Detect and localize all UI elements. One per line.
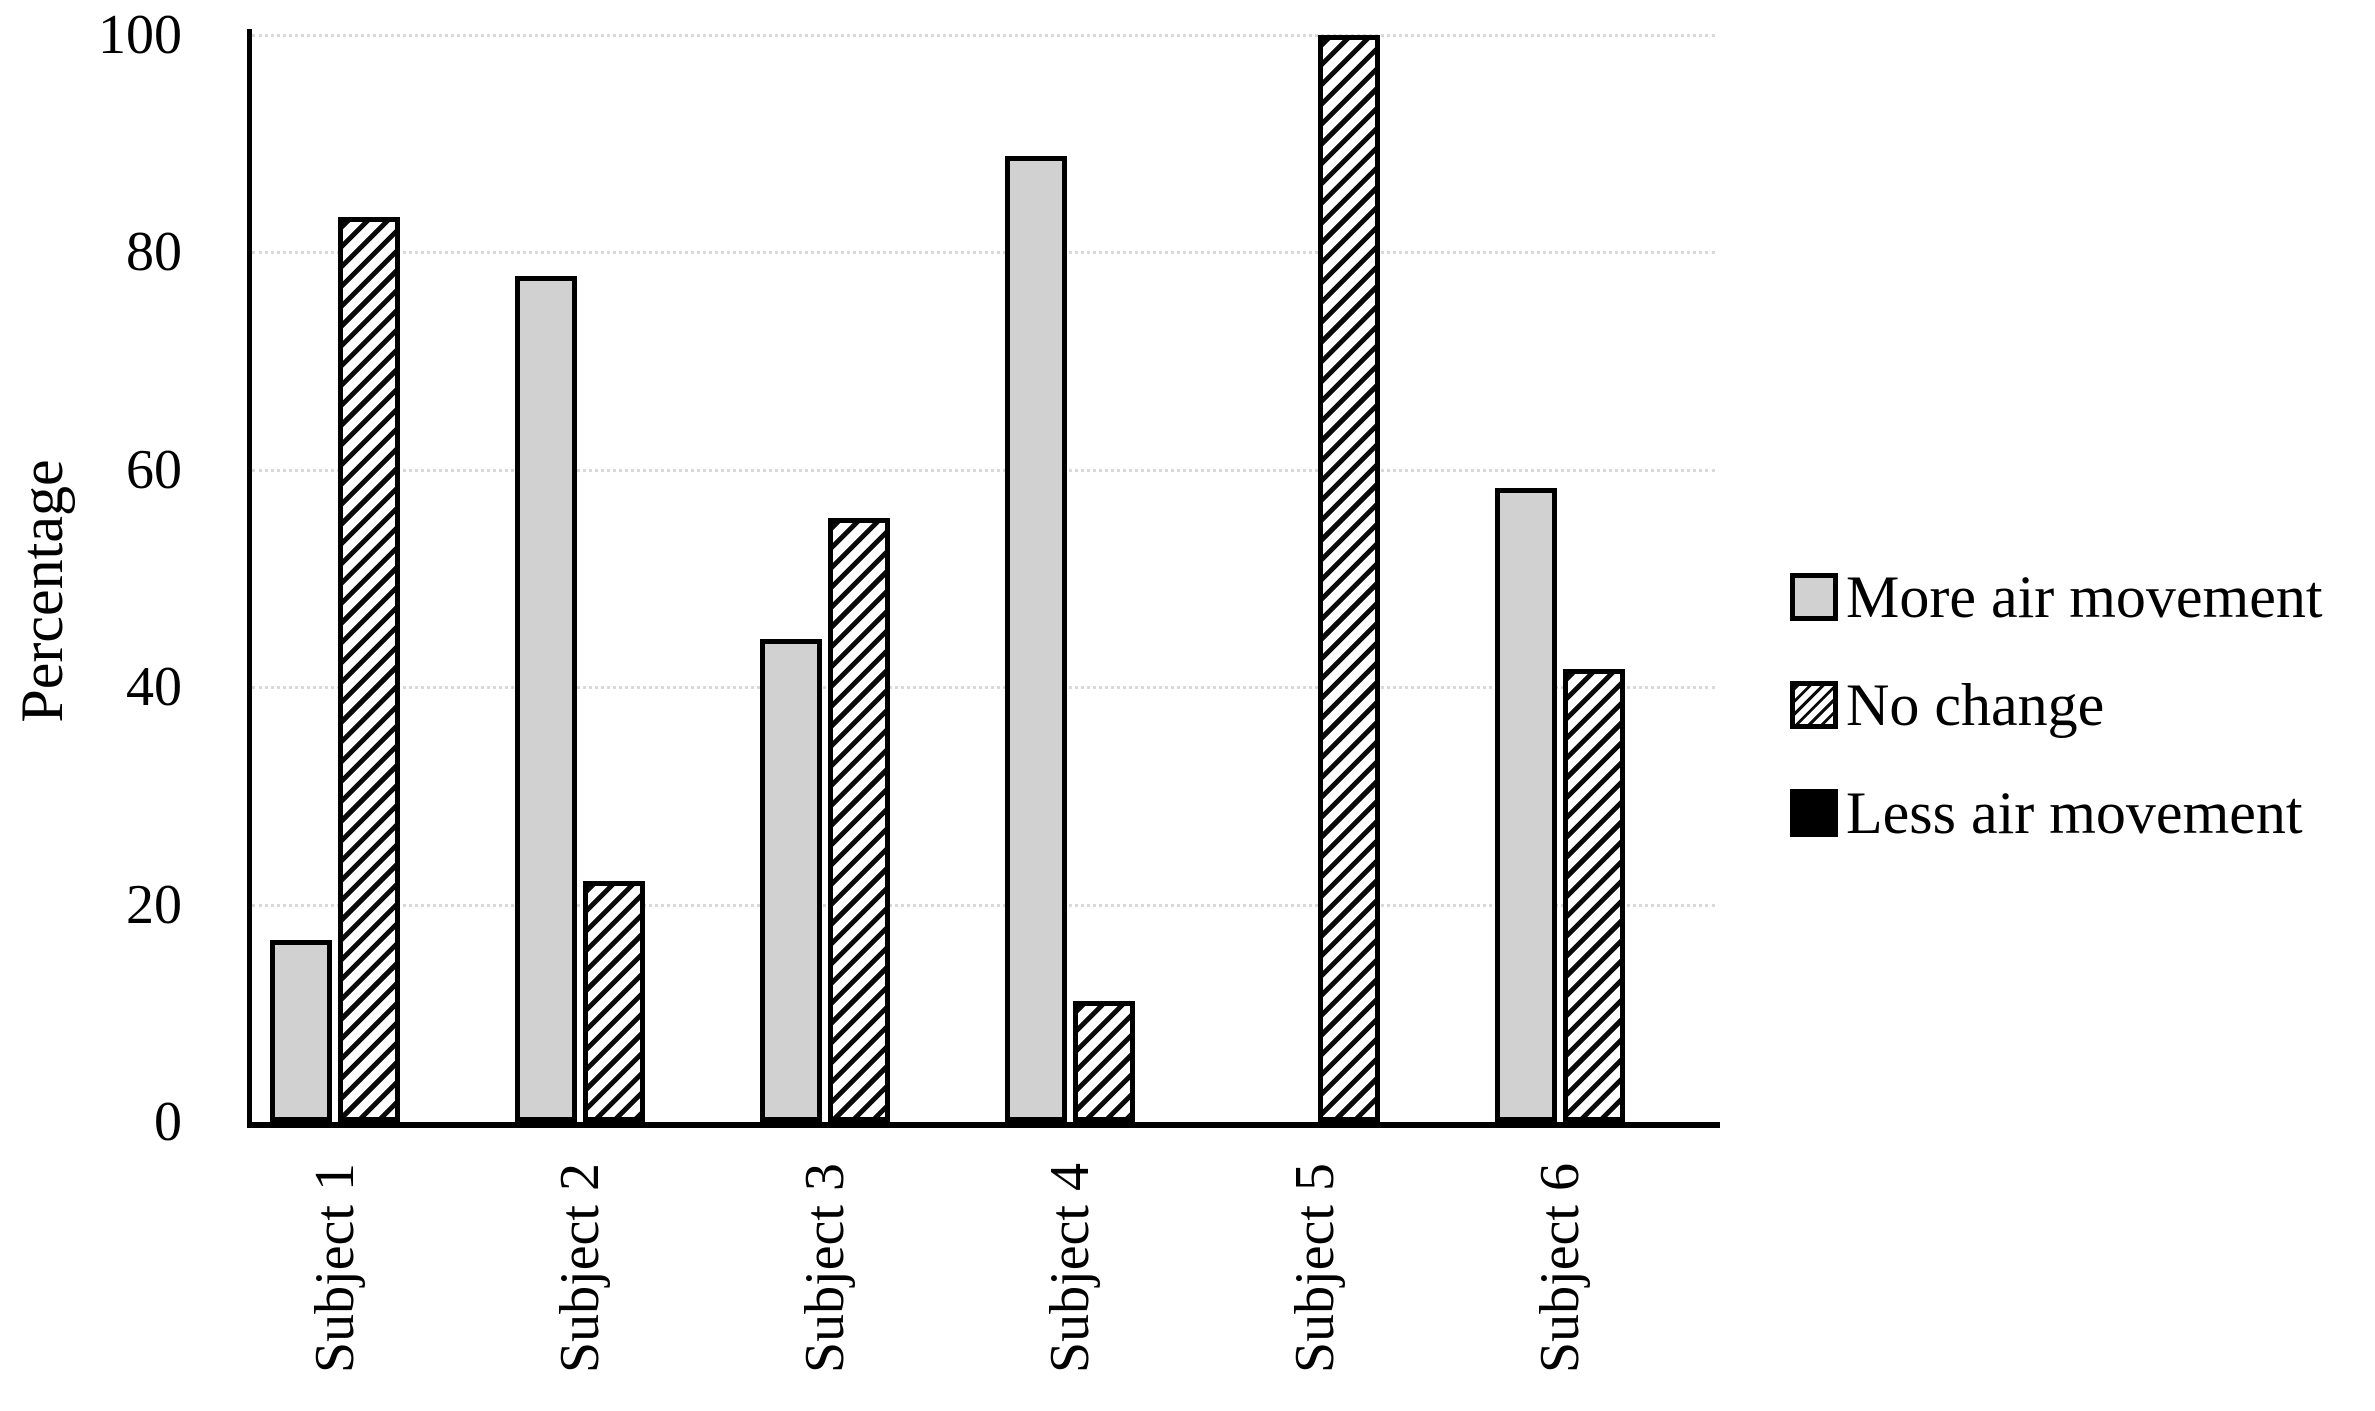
legend-item-solid-black: Less air movement	[1790, 776, 2323, 850]
legend-item-solid-gray: More air movement	[1790, 560, 2323, 634]
bar-diagonal-hatch-subject-6	[1563, 668, 1625, 1122]
plot-area	[247, 29, 1720, 1128]
y-tick-label: 0	[154, 1091, 182, 1153]
gridline-40	[252, 686, 1715, 690]
x-category-label: Subject 1	[304, 1163, 366, 1373]
legend-swatch-diagonal-hatch	[1790, 681, 1838, 729]
y-tick-label: 60	[126, 438, 182, 501]
y-tick-label: 100	[98, 4, 182, 66]
y-axis-title: Percentage	[9, 459, 75, 723]
bar-solid-gray-subject-6	[1495, 488, 1557, 1122]
legend: More air movement No change Less air movem…	[1790, 560, 2323, 884]
gridline-20	[252, 903, 1715, 907]
gridline-80	[252, 251, 1715, 255]
bar-diagonal-hatch-subject-5	[1318, 35, 1380, 1122]
legend-label: More air movement	[1846, 564, 2323, 630]
legend-swatch-solid-gray	[1790, 573, 1838, 621]
x-category-label: Subject 5	[1284, 1163, 1346, 1373]
x-category-label: Subject 3	[794, 1163, 856, 1373]
bar-diagonal-hatch-subject-1	[338, 216, 400, 1122]
bar-diagonal-hatch-subject-4	[1073, 1001, 1135, 1122]
x-axis-line	[247, 1122, 1720, 1128]
bar-diagonal-hatch-subject-3	[828, 517, 890, 1122]
legend-swatch-solid-black	[1790, 789, 1838, 837]
legend-item-diagonal-hatch: No change	[1790, 668, 2323, 742]
gridline-100	[252, 34, 1715, 37]
bar-diagonal-hatch-subject-2	[583, 880, 645, 1122]
bar-solid-gray-subject-1	[270, 940, 332, 1122]
bar-solid-gray-subject-3	[760, 639, 822, 1122]
x-category-label: Subject 6	[1529, 1163, 1591, 1373]
gridline-60	[252, 468, 1715, 472]
x-category-label: Subject 2	[549, 1163, 611, 1373]
y-tick-label: 40	[126, 656, 182, 719]
legend-label: Less air movement	[1846, 780, 2303, 846]
legend-label: No change	[1846, 672, 2105, 738]
y-tick-label: 20	[126, 873, 182, 936]
y-axis-line	[247, 29, 252, 1127]
bar-solid-gray-subject-4	[1005, 155, 1067, 1122]
bar-solid-gray-subject-2	[515, 276, 577, 1122]
x-category-label: Subject 4	[1039, 1163, 1101, 1373]
y-tick-label: 80	[126, 221, 182, 284]
